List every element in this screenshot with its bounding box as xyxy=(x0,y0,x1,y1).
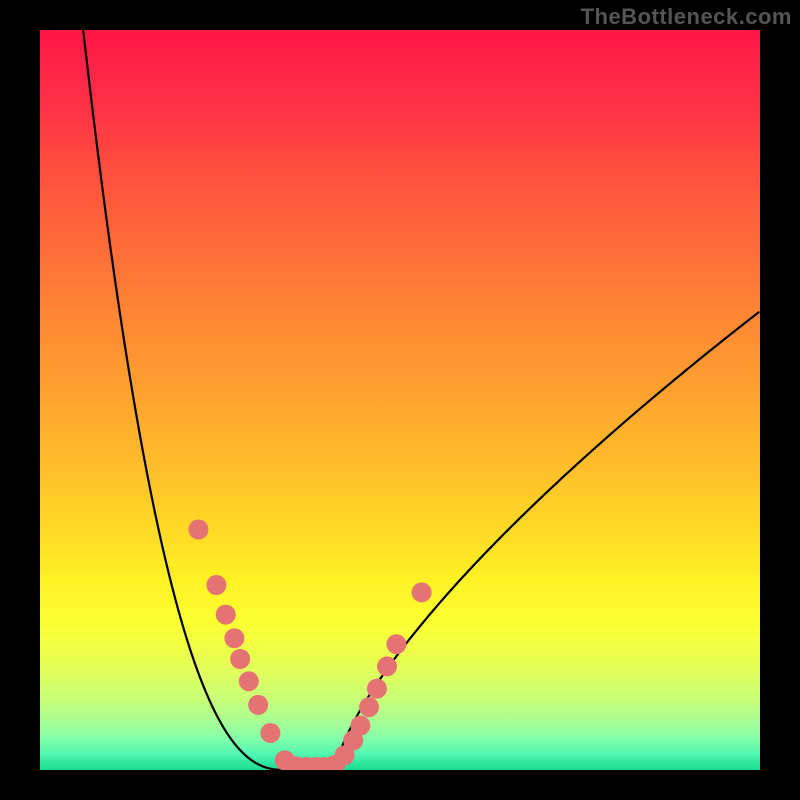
data-marker xyxy=(239,671,259,691)
data-marker xyxy=(260,723,280,743)
watermark-text: TheBottleneck.com xyxy=(581,4,792,30)
data-marker xyxy=(386,634,406,654)
bottleneck-curve-chart xyxy=(0,0,800,800)
data-marker xyxy=(359,697,379,717)
data-marker xyxy=(206,575,226,595)
data-marker xyxy=(230,649,250,669)
data-marker xyxy=(412,582,432,602)
data-marker xyxy=(377,656,397,676)
chart-container: TheBottleneck.com xyxy=(0,0,800,800)
data-marker xyxy=(224,628,244,648)
data-marker xyxy=(248,695,268,715)
plot-background xyxy=(40,30,760,770)
data-marker xyxy=(188,520,208,540)
data-marker xyxy=(367,679,387,699)
data-marker xyxy=(350,716,370,736)
data-marker xyxy=(216,605,236,625)
